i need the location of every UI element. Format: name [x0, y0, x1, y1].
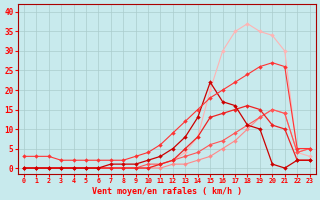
- X-axis label: Vent moyen/en rafales ( km/h ): Vent moyen/en rafales ( km/h ): [92, 187, 242, 196]
